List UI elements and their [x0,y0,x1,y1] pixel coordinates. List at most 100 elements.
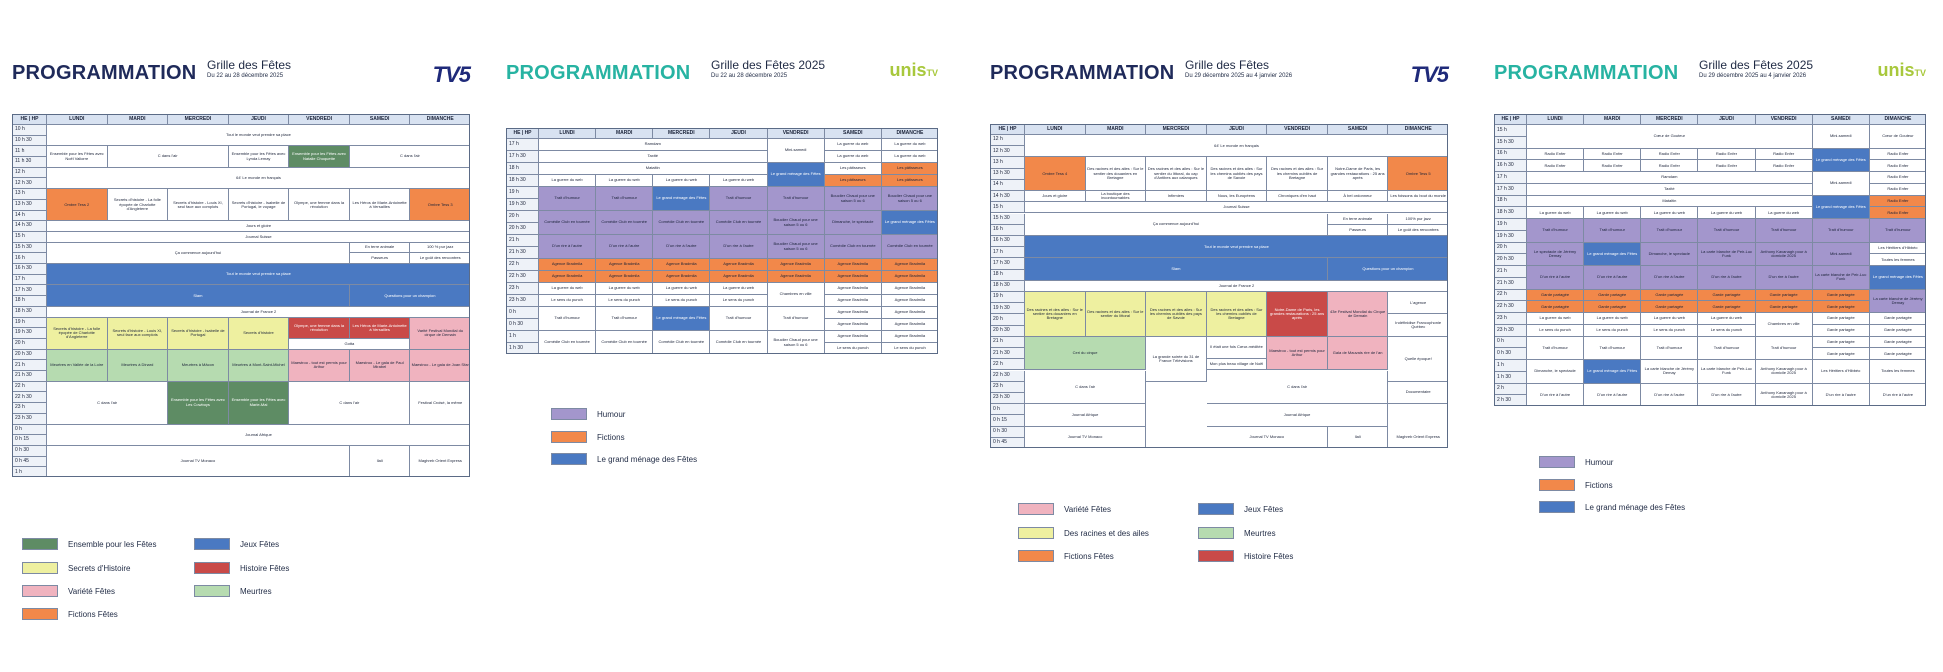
program-cell: La guerre du web [710,175,768,187]
legend-swatch [22,608,58,620]
program-cell: Garde partagée [1812,348,1870,360]
date-range: Du 22 au 28 décembre 2025 [207,73,284,79]
program-cell: Trait d'humour [710,307,768,331]
time-slot-label: 15 h [13,231,47,243]
legend-label: Humour [597,409,626,419]
program-cell: Ensemble pour les Fêtes avec Noël Valior… [47,146,108,168]
day-header: DIMANCHE [881,129,937,139]
program-cell: Journal Suisse [1025,202,1447,214]
program-cell: Radio Enfer [1527,160,1585,172]
subtitle-text: Grille des Fêtes [1185,58,1270,72]
program-cell: D'un rire à l'autre [1698,266,1756,290]
schedule-panel-p1: PROGRAMMATION Grille des Fêtes Du 22 au 28… [12,0,471,672]
program-cell: Comédie Club en tournée [539,211,597,235]
program-cell: Des racines et des ailes : Sur le sentie… [1085,157,1147,192]
legend-swatch [1539,501,1575,513]
program-cell: Journal Afrique [1206,404,1389,427]
day-header: VENDREDI [767,129,825,139]
legend-item: Meurtres [1198,527,1276,539]
program-cell: La guerre du web [1527,313,1585,325]
panel-subtitle: Grille des Fêtes 2025 Du 22 au 28 décembr… [711,58,825,79]
program-cell: Dimanche, le spectacle [824,211,882,235]
legend-swatch [1018,527,1054,539]
program-cell: D'un rire à l'autre [1584,266,1642,290]
program-cell: Secrets d'histoire - Isabelle de Portuga… [228,189,290,222]
legend-item: Jeux Fêtes [194,538,279,550]
time-slot-label: 1 h [507,331,539,343]
program-cell: Radio Enfer [1869,195,1925,208]
program-cell: Trait d'humour [1698,219,1756,243]
program-cell: Garde partagée [1527,289,1585,302]
legend-label: Meurtres [240,586,272,596]
time-slot-label: 18 h 30 [991,280,1025,292]
panel-header: PROGRAMMATION Grille des Fêtes 2025 Du 22 … [506,56,938,96]
program-cell: Trait d'humour [1584,219,1642,243]
program-cell: La guerre du web [881,151,937,163]
program-cell: Journal TV Monaco [1206,426,1328,447]
legend-swatch [551,453,587,465]
time-slot-label: 2 h 30 [1495,395,1527,405]
legend-swatch [1198,503,1234,515]
program-cell: Le sens du punch [1527,324,1585,337]
program-cell: Radio Enfer [1755,160,1813,172]
time-slot-label: 17 h [991,247,1025,259]
time-slot-label: 1 h 30 [1495,371,1527,384]
program-cell: Olympe, une femme dans la révolution [289,317,350,339]
program-cell: Comédie Club en tournée [596,211,654,235]
program-cell: Garde partagée [1869,336,1925,349]
legend-item: Histoire Fêtes [1198,550,1293,562]
legend-label: Jeux Fêtes [1244,504,1284,514]
time-slot-label: 23 h 30 [1495,324,1527,337]
program-cell: Garde partagée [1812,336,1870,349]
day-header: MERCREDI [1146,125,1207,135]
time-slot-label: 23 h 30 [13,413,47,425]
program-cell: C dans l'air [47,381,169,425]
program-cell: Les Héritiers d'Hibbéo [1812,360,1870,384]
program-cell: Les foissons du bout du monde [1388,191,1447,203]
program-cell: Trait d'humour [596,187,654,211]
schedule-panel-p2: PROGRAMMATION Grille des Fêtes 2025 Du 22 … [506,0,938,672]
program-cell: La guerre du web [881,139,937,151]
day-header: MARDI [596,129,654,139]
program-cell: Secrets d'histoire - La folle épopée de … [107,189,169,222]
program-cell: Des racines et des ailes : Sur le sentie… [1146,157,1207,192]
program-cell: Le grand ménage des Fêtes [1812,148,1870,172]
program-cell: Agence Bradmila [824,295,882,307]
program-cell: Agence Bradmila [881,307,937,319]
program-cell: 64' Le monde en français [47,167,469,190]
time-slot-label: 20 h 30 [1495,254,1527,266]
day-header: MERCREDI [1641,115,1699,125]
time-slot-label: 12 h 30 [13,178,47,190]
program-cell: Le grand ménage des Fêtes [881,211,937,235]
channel-logo: unisTV [889,60,938,81]
program-cell: Des racines et des ailes : Sur les chemi… [1146,292,1207,337]
program-cell: Meurtres à Dinard [107,349,169,382]
time-slot-label: 15 h 30 [991,213,1025,225]
program-cell: Garde partagée [1755,301,1813,313]
legend-swatch [1018,503,1054,515]
legend-item: Variété Fêtes [1018,503,1111,515]
time-slot-label: 17 h 30 [507,151,539,163]
program-cell: Comédie Club en tournée [824,235,882,259]
program-cell: Des racines et des ailes : Sur les chemi… [1267,157,1328,192]
legend-label: Humour [1585,457,1614,467]
panel-title: PROGRAMMATION [506,62,691,84]
program-cell: Garde partagée [1869,348,1925,360]
time-slot-label: 11 h 30 [13,157,47,168]
time-slot-label: 18 h 30 [507,175,539,187]
logo-text: unis [889,60,927,80]
day-header: MARDI [107,115,169,125]
channel-logo: unisTV [1877,60,1926,81]
day-header: MARDI [1584,115,1642,125]
program-cell: Cœur de Gouteur [1527,125,1813,149]
day-header: LUNDI [1527,115,1585,125]
time-slot-label: 18 h 30 [1495,207,1527,219]
program-cell: Agence Bradmila [824,259,882,271]
time-slot-label: 12 h [991,135,1025,147]
program-cell: Ilali [1327,426,1389,447]
legend-label: Secrets d'Histoire [68,563,131,573]
program-cell: Trait d'humour [1527,336,1585,360]
program-cell: Mini-samedi [1812,172,1870,196]
time-slot-label: 23 h 30 [991,392,1025,405]
program-cell: D'un rire à l'autre [1812,383,1870,405]
